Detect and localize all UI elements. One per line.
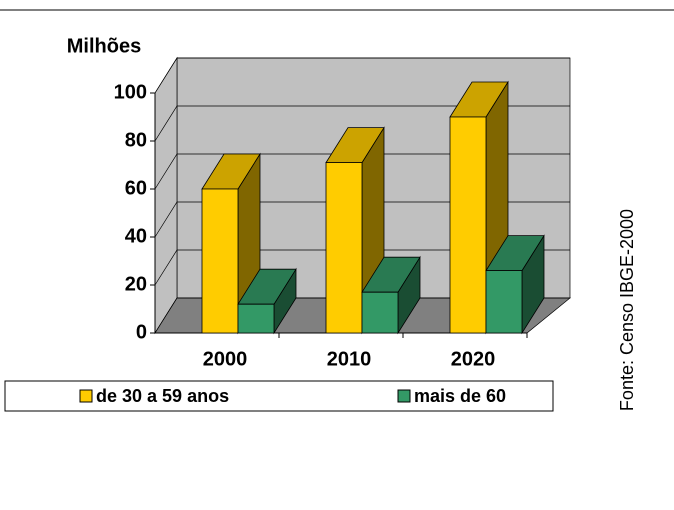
bar-face xyxy=(237,303,275,334)
x-tick-label: 2010 xyxy=(327,348,372,370)
y-tick-label: 80 xyxy=(125,129,147,151)
bar xyxy=(361,255,421,335)
y-tick-label: 100 xyxy=(114,81,147,103)
y-tick-label: 20 xyxy=(125,273,147,295)
bar-face xyxy=(449,116,487,334)
legend-label: de 30 a 59 anos xyxy=(96,386,229,406)
x-tick-label: 2020 xyxy=(451,348,496,370)
source-note: Fonte: Censo IBGE-2000 xyxy=(617,209,637,411)
y-axis-title: Milhões xyxy=(67,35,141,57)
bar-face xyxy=(361,291,399,334)
bar xyxy=(485,234,545,335)
legend-box xyxy=(4,380,554,412)
legend-swatch xyxy=(397,389,411,403)
grid-line xyxy=(154,201,570,238)
legend-label: mais de 60 xyxy=(414,386,506,406)
bar-face xyxy=(325,162,363,334)
grid-line xyxy=(154,105,570,142)
grid-line xyxy=(154,249,570,286)
grid-line xyxy=(154,297,570,334)
grid-line xyxy=(154,57,570,94)
bar-face xyxy=(485,270,523,334)
y-tick-label: 40 xyxy=(125,225,147,247)
grid-line xyxy=(154,153,570,190)
x-tick-label: 2000 xyxy=(203,348,248,370)
side-wall xyxy=(154,56,178,335)
y-tick-label: 60 xyxy=(125,177,147,199)
y-tick-label: 0 xyxy=(136,321,147,343)
bar xyxy=(237,267,297,335)
legend-swatch xyxy=(79,389,93,403)
bar-face xyxy=(201,188,239,334)
